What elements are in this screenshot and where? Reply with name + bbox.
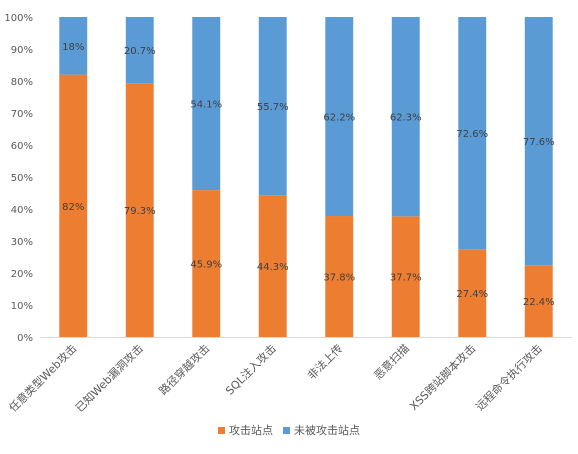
x-tick-label: 已知Web漏洞攻击 — [72, 341, 146, 415]
bar-segment-not-attacked — [458, 17, 487, 250]
y-tick-label: 70% — [11, 109, 33, 120]
x-tick-label: SQL注入攻击 — [222, 341, 278, 397]
x-tick-label: XSS跨站脚本攻击 — [407, 341, 479, 413]
legend-label: 攻击站点 — [229, 423, 273, 437]
legend-item-attacked: 攻击站点 — [218, 423, 273, 437]
bar-segment-attacked — [59, 74, 88, 337]
bars-layer — [59, 17, 553, 338]
y-tick-label: 90% — [11, 45, 33, 56]
data-label: 77.6% — [523, 137, 555, 148]
data-label: 82% — [62, 202, 84, 213]
y-tick-label: 50% — [11, 173, 33, 184]
bar-segment-not-attacked — [59, 17, 88, 75]
bar-segment-attacked — [458, 249, 487, 337]
data-label: 37.7% — [390, 273, 422, 284]
y-tick-label: 20% — [11, 269, 33, 280]
legend-swatch — [283, 427, 290, 434]
x-tick-label: 路径穿越攻击 — [156, 341, 213, 398]
bar-segment-not-attacked — [125, 17, 154, 84]
legend: 攻击站点 未被攻击站点 — [218, 423, 360, 437]
data-label: 79.3% — [124, 206, 156, 217]
y-tick-label: 30% — [11, 237, 33, 248]
y-tick-label: 40% — [11, 205, 33, 216]
y-tick-label: 60% — [11, 141, 33, 152]
data-labels-layer: 82% 18% 79.3% 20.7% 45.9% 54.1% 44.3% 55.7% 37.8… — [62, 42, 555, 308]
y-tick-label: 100% — [4, 13, 33, 24]
x-tick-label: 非法上传 — [304, 341, 345, 382]
data-label: 62.3% — [390, 113, 422, 124]
data-label: 62.2% — [323, 113, 355, 124]
bar-segment-not-attacked — [524, 17, 553, 266]
bar-segment-not-attacked — [258, 17, 287, 196]
data-label: 55.7% — [257, 102, 289, 113]
bar-segment-attacked — [325, 216, 354, 337]
bar-segment-not-attacked — [391, 17, 420, 217]
data-label: 37.8% — [323, 273, 355, 284]
bar-segment-attacked — [258, 195, 287, 337]
bar-segment-attacked — [125, 83, 154, 338]
bar-segment-attacked — [192, 190, 221, 337]
y-tick-label: 10% — [11, 301, 33, 312]
legend-item-not-attacked: 未被攻击站点 — [283, 423, 360, 437]
data-label: 18% — [62, 42, 84, 53]
x-tick-label: 远程命令执行攻击 — [473, 341, 545, 413]
bar-segment-not-attacked — [192, 17, 221, 191]
data-label: 22.4% — [523, 297, 555, 308]
x-tick-label: 恶意扫描 — [371, 341, 412, 382]
data-label: 54.1% — [190, 100, 222, 111]
legend-label: 未被攻击站点 — [294, 423, 360, 437]
bar-segment-attacked — [391, 216, 420, 337]
data-label: 44.3% — [257, 262, 289, 273]
data-label: 45.9% — [190, 260, 222, 271]
data-label: 72.6% — [456, 129, 488, 140]
bar-segment-attacked — [524, 265, 553, 337]
data-label: 27.4% — [456, 289, 488, 300]
x-tick-label: 任意类型Web攻击 — [6, 341, 80, 415]
y-tick-label: 0% — [17, 333, 33, 344]
y-tick-label: 80% — [11, 77, 33, 88]
data-label: 20.7% — [124, 46, 156, 57]
legend-swatch — [218, 427, 225, 434]
bar-segment-not-attacked — [325, 17, 354, 217]
axis-layer: 0% 10% 20% 30% 40% 50% 60% 70% 80% 90% 100% — [4, 13, 572, 344]
